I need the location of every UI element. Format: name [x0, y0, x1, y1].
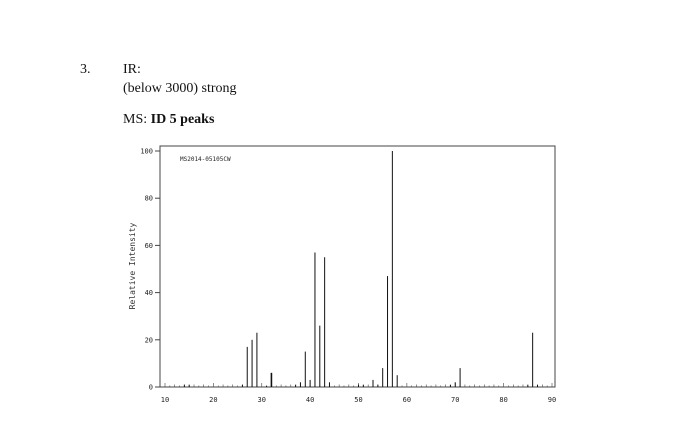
x-tick-label: 30 [258, 396, 266, 404]
spectrum-id-label: MS2014-05105CW [180, 156, 231, 163]
y-tick-label: 20 [145, 336, 153, 344]
y-tick-label: 40 [145, 289, 153, 297]
ms-prefix: MS: [123, 112, 148, 127]
x-tick-label: 40 [306, 396, 314, 404]
y-tick-label: 80 [145, 195, 153, 203]
x-tick-label: 20 [209, 396, 217, 404]
ms-line: MS: ID 5 peaks [123, 112, 214, 128]
y-tick-label: 0 [149, 384, 153, 392]
y-tick-label: 100 [140, 148, 153, 156]
plot-frame [159, 145, 556, 388]
x-tick-label: 50 [354, 396, 362, 404]
ir-heading: IR: [123, 62, 141, 77]
y-tick-label: 60 [145, 242, 153, 250]
x-tick-label: 10 [161, 396, 169, 404]
x-tick-label: 70 [451, 396, 459, 404]
x-tick-label: 90 [548, 396, 556, 404]
x-tick-label: 80 [499, 396, 507, 404]
y-axis-label: Relative Intensity [128, 222, 137, 309]
ms-task: ID 5 peaks [150, 112, 215, 127]
ir-detail: (below 3000) strong [123, 81, 237, 96]
x-tick-label: 60 [403, 396, 411, 404]
question-number: 3. [80, 62, 91, 77]
